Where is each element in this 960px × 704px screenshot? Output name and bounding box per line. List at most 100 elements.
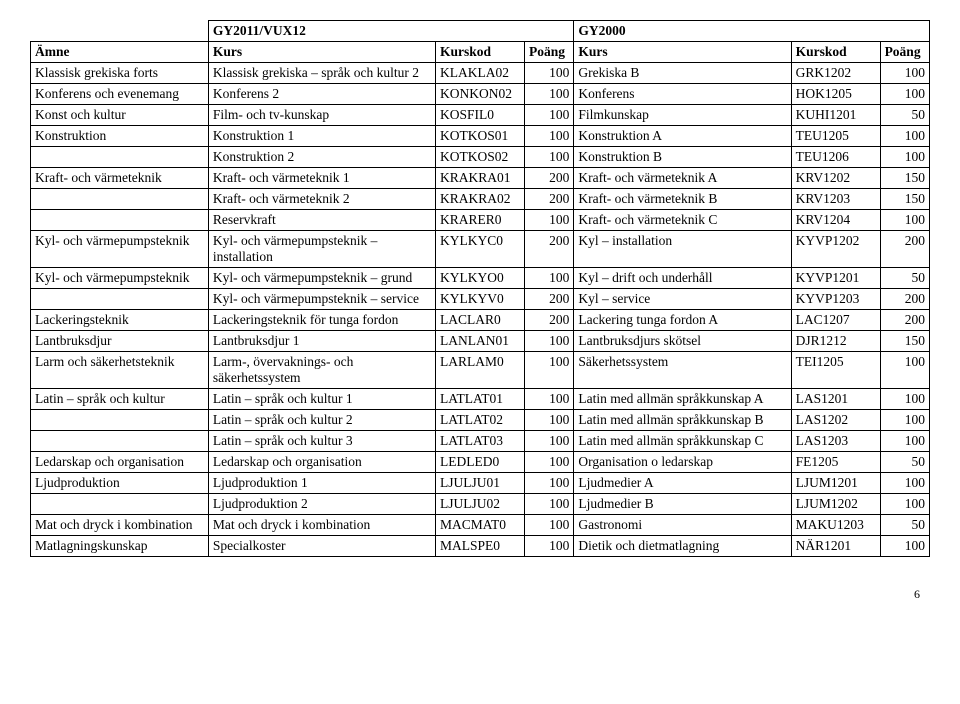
cell-kod: LANLAN01 — [436, 331, 525, 352]
cell-pts2: 100 — [880, 431, 929, 452]
cell-pts2: 150 — [880, 189, 929, 210]
table-row: MatlagningskunskapSpecialkosterMALSPE010… — [31, 536, 930, 557]
cell-kurs: Klassisk grekiska – språk och kultur 2 — [208, 63, 435, 84]
cell-kurs2: Kyl – drift och underhåll — [574, 268, 791, 289]
cell-kurs2: Konferens — [574, 84, 791, 105]
cell-kurs2: Grekiska B — [574, 63, 791, 84]
cell-kod: LACLAR0 — [436, 310, 525, 331]
cell-amne: Konstruktion — [31, 126, 209, 147]
cell-amne: Klassisk grekiska forts — [31, 63, 209, 84]
header-blank — [31, 21, 209, 42]
cell-kurs2: Gastronomi — [574, 515, 791, 536]
cell-kod2: LJUM1202 — [791, 494, 880, 515]
cell-kurs2: Latin med allmän språkkunskap A — [574, 389, 791, 410]
cell-kod: KOTKOS02 — [436, 147, 525, 168]
cell-pts2: 50 — [880, 105, 929, 126]
table-row: Konstruktion 2KOTKOS02100Konstruktion BT… — [31, 147, 930, 168]
cell-pts2: 100 — [880, 536, 929, 557]
cell-kurs2: Ljudmedier B — [574, 494, 791, 515]
cell-kurs2: Dietik och dietmatlagning — [574, 536, 791, 557]
cell-pts: 100 — [524, 210, 573, 231]
cell-pts2: 50 — [880, 515, 929, 536]
cell-pts: 100 — [524, 352, 573, 389]
cell-kurs2: Latin med allmän språkkunskap C — [574, 431, 791, 452]
cell-kod: KYLKYO0 — [436, 268, 525, 289]
col-kurs: Kurs — [208, 42, 435, 63]
cell-kod: LJULJU01 — [436, 473, 525, 494]
col-poang2: Poäng — [880, 42, 929, 63]
cell-kod2: LAS1202 — [791, 410, 880, 431]
table-row: Ledarskap och organisationLedarskap och … — [31, 452, 930, 473]
cell-kurs: Kraft- och värmeteknik 1 — [208, 168, 435, 189]
header-gy2000: GY2000 — [574, 21, 930, 42]
table-row: Kraft- och värmeteknikKraft- och värmete… — [31, 168, 930, 189]
cell-kurs: Latin – språk och kultur 2 — [208, 410, 435, 431]
cell-kod: KOSFIL0 — [436, 105, 525, 126]
cell-amne: Ljudproduktion — [31, 473, 209, 494]
cell-pts: 200 — [524, 289, 573, 310]
cell-kod2: LAS1203 — [791, 431, 880, 452]
cell-kurs: Kraft- och värmeteknik 2 — [208, 189, 435, 210]
table-row: Kraft- och värmeteknik 2KRAKRA02200Kraft… — [31, 189, 930, 210]
table-row: Konferens och evenemangKonferens 2KONKON… — [31, 84, 930, 105]
cell-kod2: GRK1202 — [791, 63, 880, 84]
cell-pts: 200 — [524, 231, 573, 268]
cell-kurs: Ljudproduktion 2 — [208, 494, 435, 515]
cell-kurs2: Kraft- och värmeteknik B — [574, 189, 791, 210]
cell-pts: 200 — [524, 189, 573, 210]
cell-pts: 100 — [524, 147, 573, 168]
cell-kod: LARLAM0 — [436, 352, 525, 389]
cell-pts2: 100 — [880, 389, 929, 410]
cell-pts2: 100 — [880, 126, 929, 147]
cell-amne — [31, 431, 209, 452]
cell-kod2: KRV1204 — [791, 210, 880, 231]
cell-kod: KRAKRA02 — [436, 189, 525, 210]
cell-kurs: Lantbruksdjur 1 — [208, 331, 435, 352]
cell-pts: 100 — [524, 494, 573, 515]
cell-pts: 100 — [524, 473, 573, 494]
cell-amne: Konferens och evenemang — [31, 84, 209, 105]
header-row-groups: GY2011/VUX12 GY2000 — [31, 21, 930, 42]
col-amne: Ämne — [31, 42, 209, 63]
header-gy2011: GY2011/VUX12 — [208, 21, 574, 42]
cell-pts: 100 — [524, 389, 573, 410]
header-row-cols: Ämne Kurs Kurskod Poäng Kurs Kurskod Poä… — [31, 42, 930, 63]
cell-pts2: 100 — [880, 494, 929, 515]
table-body: Klassisk grekiska fortsKlassisk grekiska… — [31, 63, 930, 557]
cell-kod: KRAKRA01 — [436, 168, 525, 189]
cell-kod: LATLAT03 — [436, 431, 525, 452]
cell-pts: 100 — [524, 331, 573, 352]
cell-kod2: FE1205 — [791, 452, 880, 473]
cell-pts2: 100 — [880, 473, 929, 494]
cell-pts2: 50 — [880, 268, 929, 289]
page-number: 6 — [30, 587, 930, 602]
cell-kod2: KUHI1201 — [791, 105, 880, 126]
cell-amne: Larm och säkerhetsteknik — [31, 352, 209, 389]
cell-pts: 100 — [524, 536, 573, 557]
cell-pts2: 100 — [880, 84, 929, 105]
cell-pts: 200 — [524, 310, 573, 331]
table-row: Konst och kulturFilm- och tv-kunskapKOSF… — [31, 105, 930, 126]
cell-kurs: Latin – språk och kultur 1 — [208, 389, 435, 410]
cell-pts2: 50 — [880, 452, 929, 473]
cell-kurs: Film- och tv-kunskap — [208, 105, 435, 126]
cell-kod2: KYVP1203 — [791, 289, 880, 310]
cell-kod: LEDLED0 — [436, 452, 525, 473]
cell-kod2: LAS1201 — [791, 389, 880, 410]
cell-kurs2: Konstruktion A — [574, 126, 791, 147]
cell-kurs: Reservkraft — [208, 210, 435, 231]
cell-pts2: 100 — [880, 210, 929, 231]
cell-amne — [31, 189, 209, 210]
cell-kod: KONKON02 — [436, 84, 525, 105]
cell-kurs2: Lantbruksdjurs skötsel — [574, 331, 791, 352]
cell-kurs2: Kraft- och värmeteknik A — [574, 168, 791, 189]
course-table: GY2011/VUX12 GY2000 Ämne Kurs Kurskod Po… — [30, 20, 930, 557]
cell-amne: Kyl- och värmepumpsteknik — [31, 231, 209, 268]
cell-amne — [31, 494, 209, 515]
cell-kod2: DJR1212 — [791, 331, 880, 352]
cell-kurs2: Filmkunskap — [574, 105, 791, 126]
cell-pts2: 200 — [880, 231, 929, 268]
cell-pts2: 100 — [880, 147, 929, 168]
table-row: Klassisk grekiska fortsKlassisk grekiska… — [31, 63, 930, 84]
cell-kurs2: Kyl – installation — [574, 231, 791, 268]
